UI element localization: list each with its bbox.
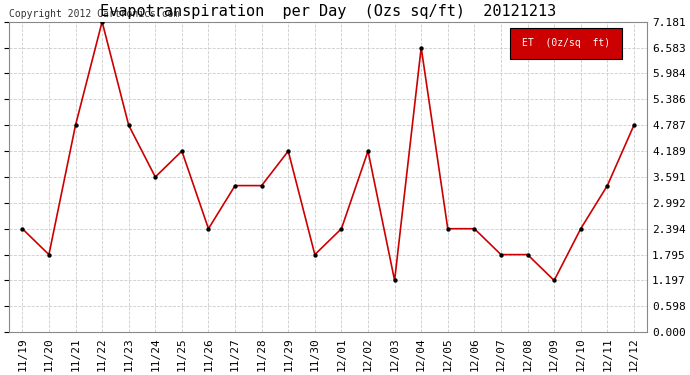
- Text: Copyright 2012 Cartronics.com: Copyright 2012 Cartronics.com: [9, 9, 179, 19]
- Point: [629, 122, 640, 128]
- Bar: [510, 28, 622, 59]
- Text: ET  (0z/sq  ft): ET (0z/sq ft): [522, 39, 610, 48]
- Point: [336, 226, 347, 232]
- Title: Evapotranspiration  per Day  (Ozs sq/ft)  20121213: Evapotranspiration per Day (Ozs sq/ft) 2…: [100, 4, 556, 19]
- Point: [283, 148, 294, 154]
- Point: [230, 183, 241, 189]
- Point: [549, 278, 560, 284]
- Point: [575, 226, 586, 232]
- Point: [17, 226, 28, 232]
- Point: [602, 183, 613, 189]
- Point: [362, 148, 373, 154]
- Point: [469, 226, 480, 232]
- Point: [442, 226, 453, 232]
- Point: [43, 252, 55, 258]
- Point: [177, 148, 188, 154]
- Point: [150, 174, 161, 180]
- Point: [495, 252, 506, 258]
- Point: [124, 122, 135, 128]
- Point: [389, 278, 400, 284]
- Point: [415, 45, 426, 51]
- Point: [309, 252, 320, 258]
- Point: [97, 19, 108, 25]
- Point: [522, 252, 533, 258]
- Point: [256, 183, 267, 189]
- Point: [70, 122, 81, 128]
- Point: [203, 226, 214, 232]
